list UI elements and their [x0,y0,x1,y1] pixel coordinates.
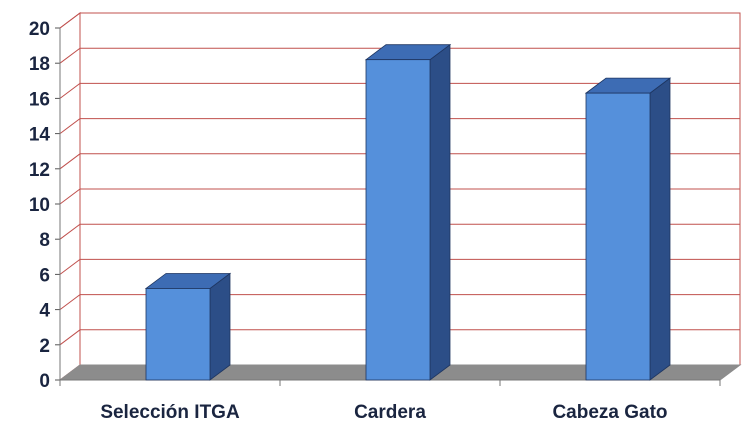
gridline [59,258,740,275]
bar-side-face [209,272,231,381]
x-category-label: Selección ITGA [100,402,240,423]
bars [144,43,672,381]
gridline [59,188,740,205]
y-tick-label: 6 [39,265,50,286]
gridline [59,294,740,311]
gridline [59,12,740,29]
bar-side-face [429,43,451,381]
y-tick-label: 20 [29,19,50,40]
gridline [59,329,740,346]
y-tick-label: 2 [39,336,50,357]
x-axis-category-labels: Selección ITGA Cardera Cabeza Gato [100,402,667,423]
y-axis-tick-labels: 0 2 4 6 8 10 12 14 16 18 20 [29,19,51,392]
gridline [59,153,740,170]
y-tick-label: 0 [39,371,50,392]
bar-front-face [585,92,651,381]
y-tick-label: 10 [29,195,50,216]
gridline [59,47,740,64]
x-category-label: Cardera [354,402,426,423]
y-tick-label: 4 [39,301,50,322]
y-tick-label: 8 [39,230,50,251]
bar-front-face [365,59,431,381]
bar [584,77,672,381]
gridline [59,82,740,99]
gridline [59,223,740,240]
y-tick-label: 12 [29,160,50,181]
y-tick-label: 18 [29,54,50,75]
bar [364,43,452,381]
gridline [59,118,740,135]
bar-front-face [145,288,211,381]
x-category-label: Cabeza Gato [552,402,667,423]
gridlines [55,12,740,386]
bar [144,272,232,381]
bar-side-face [649,77,671,381]
y-tick-label: 16 [29,89,50,110]
y-tick-label: 14 [29,125,51,146]
